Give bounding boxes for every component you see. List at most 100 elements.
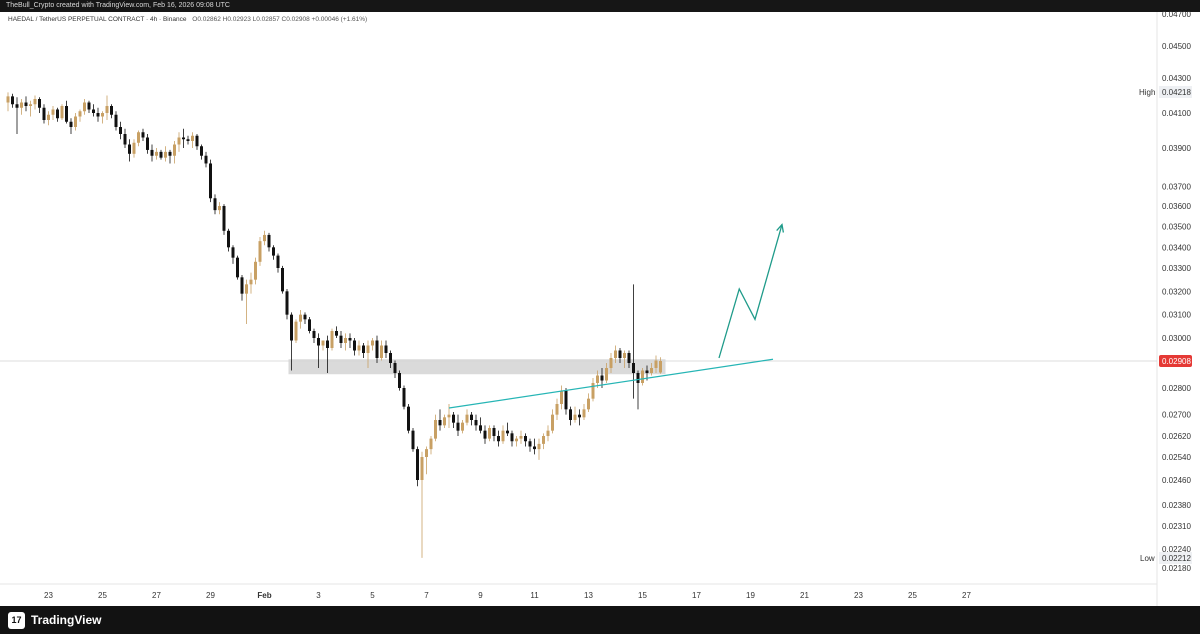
candle: [123, 128, 127, 148]
symbol-title[interactable]: HAEDAL / TetherUS PERPETUAL CONTRACT · 4…: [8, 16, 187, 23]
price-axis[interactable]: 0.04700 0.04500 0.04300 0.04100 0.03900 0.037…: [1162, 10, 1191, 573]
candle-body: [654, 360, 658, 368]
candle-body: [173, 144, 176, 156]
candle: [47, 111, 50, 126]
candle-body: [569, 409, 572, 420]
candle: [240, 275, 244, 301]
candle: [551, 409, 554, 434]
candle-body: [285, 291, 289, 315]
candle: [510, 430, 514, 447]
candle-body: [114, 114, 118, 127]
candle: [398, 370, 401, 391]
candle-body: [87, 102, 91, 110]
candle-body: [240, 277, 244, 294]
candle: [177, 132, 181, 152]
price-tick-label: 0.03000: [1162, 334, 1191, 343]
candle-body: [177, 137, 181, 145]
price-tick-label: 0.02800: [1162, 384, 1191, 393]
high-label: High: [1139, 88, 1155, 97]
candle-body: [344, 338, 347, 343]
candle: [636, 370, 640, 410]
candle: [141, 128, 145, 141]
candle: [15, 97, 19, 134]
candle: [173, 141, 176, 164]
candle: [114, 111, 118, 131]
candle: [578, 409, 581, 426]
candle: [191, 132, 194, 148]
candle: [506, 422, 509, 436]
candle: [587, 393, 590, 412]
candle: [393, 360, 397, 378]
candle-body: [618, 350, 622, 358]
price-tick-label: 0.02540: [1162, 453, 1191, 462]
candle: [299, 310, 302, 329]
time-tick-label: 21: [800, 591, 809, 600]
candle: [524, 433, 527, 447]
price-tick-label: 0.03400: [1162, 243, 1191, 252]
candle-body: [200, 146, 203, 156]
candle: [344, 333, 347, 351]
candle: [483, 425, 487, 444]
price-chart[interactable]: 0.04700 0.04500 0.04300 0.04100 0.03900 0.037…: [0, 0, 1200, 606]
candle: [150, 144, 154, 162]
time-tick-label: 13: [584, 591, 593, 600]
candle: [474, 414, 478, 431]
candle-body: [627, 353, 631, 363]
candle-body: [335, 331, 338, 336]
candle-body: [330, 331, 334, 348]
projection-path[interactable]: [718, 224, 783, 359]
candle: [6, 92, 10, 112]
price-tick-label: 0.03200: [1162, 287, 1191, 296]
price-tick-label: 0.03500: [1162, 223, 1191, 232]
candle-body: [218, 206, 221, 211]
ohlc-values: O0.02862 H0.02923 L0.02857 C0.02908 +0.0…: [192, 16, 368, 23]
candle-body: [393, 363, 397, 373]
candle-body: [474, 420, 478, 426]
brand-name[interactable]: TradingView: [31, 613, 102, 627]
candle: [366, 340, 370, 368]
candle: [519, 430, 523, 444]
candle-body: [326, 340, 329, 348]
candle-body: [348, 338, 352, 341]
candle: [564, 388, 568, 415]
candle: [321, 340, 325, 351]
candle-body: [483, 430, 487, 439]
candle-body: [146, 137, 149, 150]
candle: [20, 99, 23, 115]
tradingview-logo-icon[interactable]: 17: [8, 611, 25, 629]
candle-body: [380, 345, 383, 358]
candle-body: [429, 438, 433, 450]
candle: [83, 99, 86, 115]
candle-body: [227, 230, 230, 248]
candle-body: [515, 438, 518, 442]
price-tick-label: 0.02700: [1162, 411, 1191, 420]
candle-body: [650, 368, 653, 373]
candle-body: [290, 314, 293, 341]
ascending-trendline[interactable]: [448, 358, 774, 409]
candle: [402, 385, 406, 410]
candle: [537, 438, 541, 460]
candle-body: [434, 420, 437, 439]
candle: [168, 149, 172, 164]
candle: [357, 340, 361, 356]
time-axis[interactable]: 23 25 27 29 Feb 3 5 7 9 11 13 15 17 19 21 23 25 27: [44, 591, 971, 600]
price-tick-label: 0.04700: [1162, 10, 1191, 19]
candle: [326, 335, 329, 373]
candle-body: [659, 361, 662, 373]
candle-body: [38, 99, 41, 108]
candle-body: [425, 449, 428, 457]
candle-body: [20, 102, 23, 108]
candle: [470, 412, 473, 426]
candle-body: [497, 436, 500, 442]
candle-body: [519, 436, 523, 439]
candle-body: [533, 446, 536, 450]
candle: [452, 412, 455, 428]
support-zone[interactable]: [288, 359, 666, 375]
candle: [416, 446, 419, 487]
candle-body: [578, 414, 581, 418]
candle: [465, 409, 469, 426]
candle-body: [33, 99, 37, 105]
time-tick-label: 15: [638, 591, 647, 600]
candle-body: [443, 417, 446, 426]
time-tick-label: 23: [854, 591, 863, 600]
